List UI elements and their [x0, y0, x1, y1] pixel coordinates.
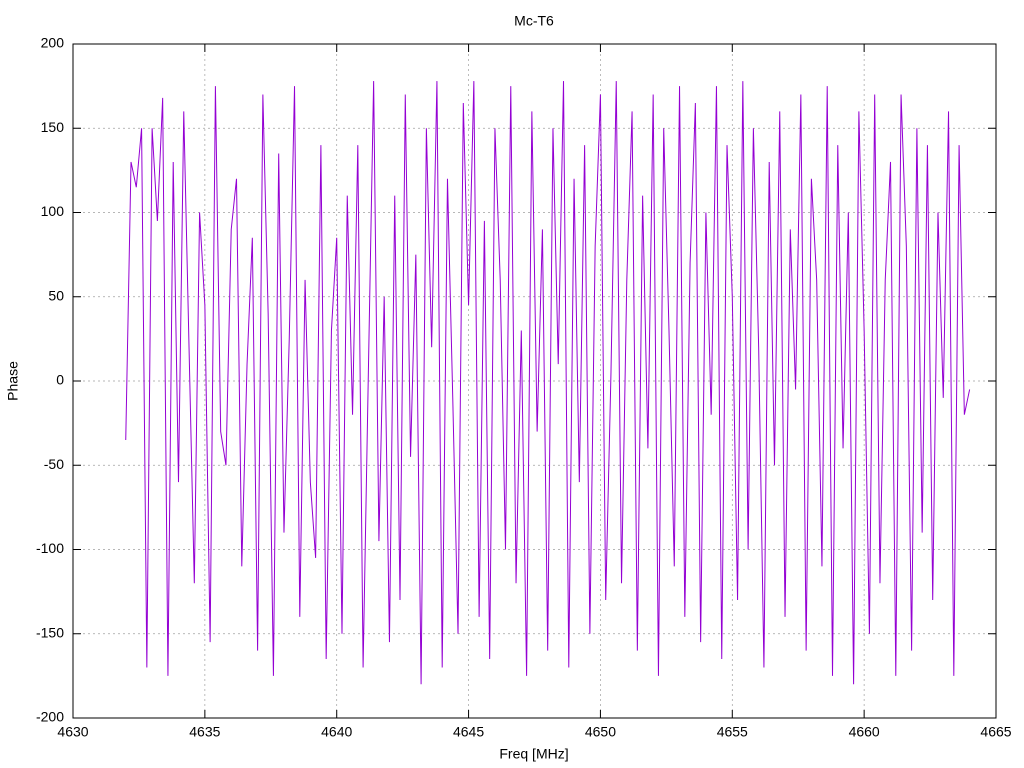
x-tick-label: 4640 [321, 724, 352, 740]
x-tick-label: 4630 [57, 724, 88, 740]
x-axis-label: Freq [MHz] [499, 746, 568, 762]
y-tick-label: -50 [44, 456, 64, 472]
y-tick-label: 50 [48, 287, 64, 303]
x-tick-label: 4650 [585, 724, 616, 740]
y-tick-label: 100 [41, 203, 65, 219]
x-tick-label: 4660 [849, 724, 880, 740]
y-tick-label: -150 [36, 624, 64, 640]
y-tick-label: -100 [36, 540, 64, 556]
y-tick-label: 0 [56, 372, 64, 388]
x-tick-label: 4655 [717, 724, 748, 740]
plot-border [72, 43, 997, 719]
data-line [125, 81, 971, 685]
chart-title: Mc-T6 [514, 13, 554, 29]
y-axis-label: Phase [5, 361, 21, 401]
x-tick-label: 4665 [980, 724, 1011, 740]
y-tick-label: 200 [41, 35, 65, 51]
x-tick-label: 4635 [189, 724, 220, 740]
y-tick-label: -200 [36, 709, 64, 725]
x-tick-label: 4645 [453, 724, 484, 740]
y-tick-label: 150 [41, 119, 65, 135]
